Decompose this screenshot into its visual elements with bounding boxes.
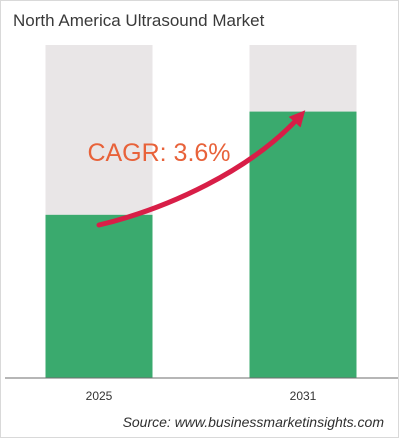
x-tick-label-2025: 2025 [86, 389, 113, 403]
chart-title: North America Ultrasound Market [13, 11, 265, 30]
bar-2031 [249, 111, 357, 378]
source-note: Source: www.businessmarketinsights.com [122, 414, 384, 430]
bar-2025 [45, 214, 153, 378]
x-tick-label-2031: 2031 [290, 389, 317, 403]
cagr-annotation: CAGR: 3.6% [87, 139, 230, 167]
cagr-arrow [96, 110, 306, 228]
